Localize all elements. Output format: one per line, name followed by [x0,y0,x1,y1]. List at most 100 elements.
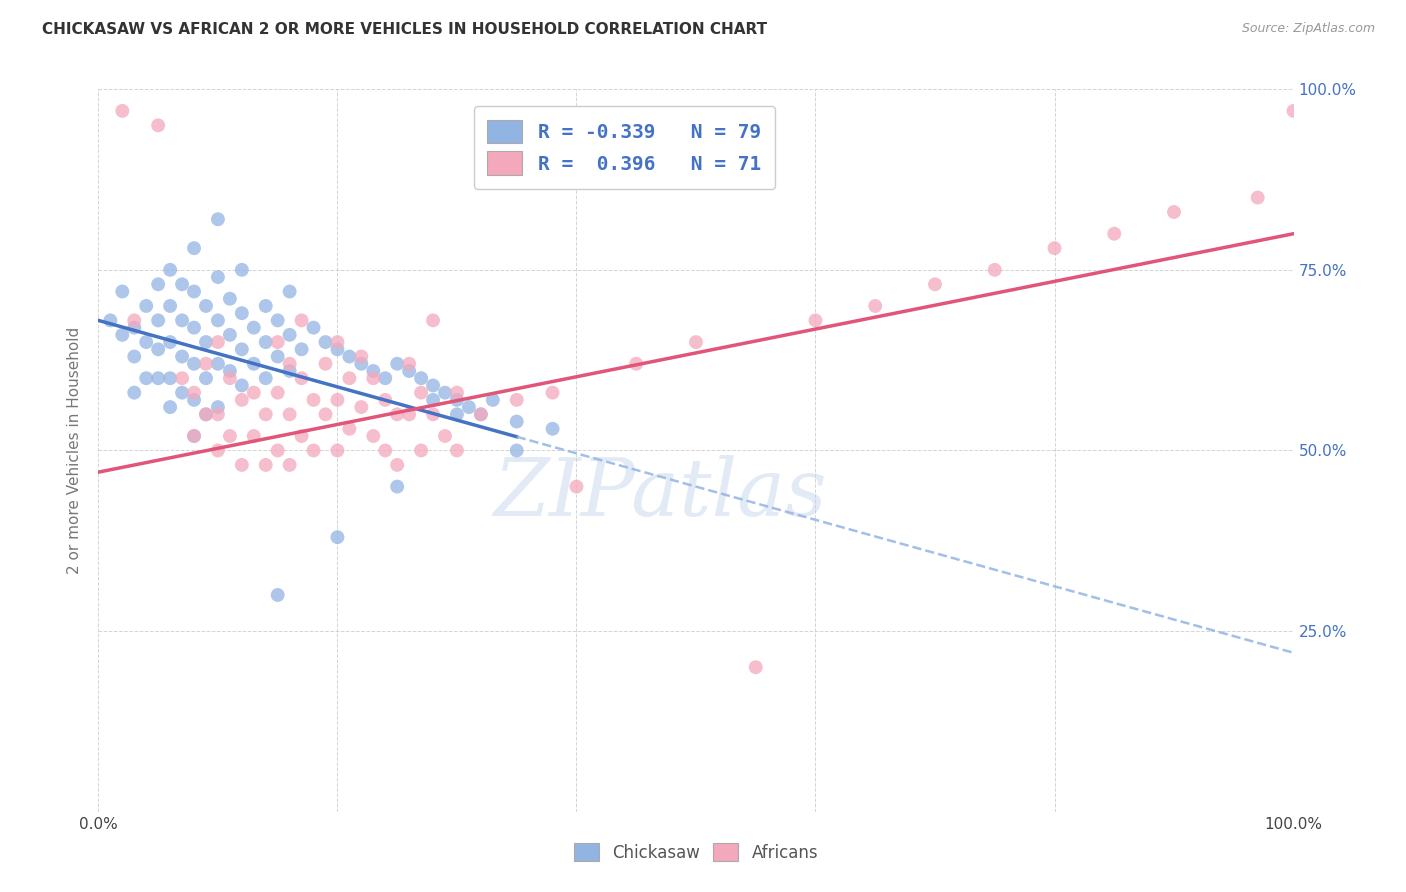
Point [470,407,492,421]
Point [315,334,337,349]
Point [984,262,1007,277]
Point [243,429,266,443]
Point [195,407,218,421]
Point [482,392,505,407]
Point [385,458,409,472]
Point [458,400,481,414]
Point [924,277,946,292]
Point [243,320,266,334]
Point [124,350,146,364]
Point [111,327,134,342]
Point [254,299,277,313]
Point [195,299,218,313]
Point [267,313,290,327]
Point [291,313,314,327]
Point [865,299,887,313]
Point [1247,191,1270,205]
Text: ZIPatlas: ZIPatlas [494,455,827,533]
Point [231,392,253,407]
Point [422,407,444,421]
Point [315,407,337,421]
Point [339,350,361,364]
Point [411,385,433,400]
Point [183,357,205,371]
Point [446,385,468,400]
Point [326,392,349,407]
Point [326,343,349,357]
Point [565,480,588,494]
Point [135,371,157,385]
Point [422,392,444,407]
Point [1104,227,1126,241]
Point [446,443,468,458]
Point [207,357,229,371]
Point [183,320,205,334]
Point [207,212,229,227]
Point [183,285,205,299]
Point [541,385,564,400]
Point [243,357,266,371]
Point [506,392,529,407]
Point [278,327,301,342]
Point [148,371,170,385]
Point [422,313,444,327]
Point [231,378,253,392]
Point [195,407,218,421]
Point [374,392,396,407]
Point [374,371,396,385]
Point [278,285,301,299]
Point [172,313,194,327]
Point [278,458,301,472]
Point [111,103,134,118]
Point [135,334,157,349]
Point [339,371,361,385]
Point [315,357,337,371]
Point [172,371,194,385]
Point [148,277,170,292]
Point [326,530,349,544]
Point [685,334,707,349]
Point [254,371,277,385]
Point [195,371,218,385]
Point [541,422,564,436]
Point [278,364,301,378]
Point [302,392,325,407]
Point [207,270,229,285]
Point [254,407,277,421]
Point [363,364,385,378]
Point [302,443,325,458]
Point [385,357,409,371]
Point [231,262,253,277]
Point [159,400,181,414]
Y-axis label: 2 or more Vehicles in Household: 2 or more Vehicles in Household [67,326,83,574]
Point [183,392,205,407]
Point [159,334,181,349]
Point [385,480,409,494]
Point [267,385,290,400]
Point [278,357,301,371]
Point [446,407,468,421]
Point [183,429,205,443]
Point [183,241,205,255]
Point [219,364,242,378]
Point [291,429,314,443]
Point [159,299,181,313]
Point [219,327,242,342]
Point [374,443,396,458]
Point [398,364,420,378]
Point [1163,205,1185,219]
Point [363,371,385,385]
Point [195,334,218,349]
Point [254,334,277,349]
Point [219,292,242,306]
Point [159,262,181,277]
Point [506,415,529,429]
Point [231,458,253,472]
Point [326,443,349,458]
Point [422,378,444,392]
Point [350,357,373,371]
Point [506,443,529,458]
Point [124,313,146,327]
Point [278,407,301,421]
Point [291,371,314,385]
